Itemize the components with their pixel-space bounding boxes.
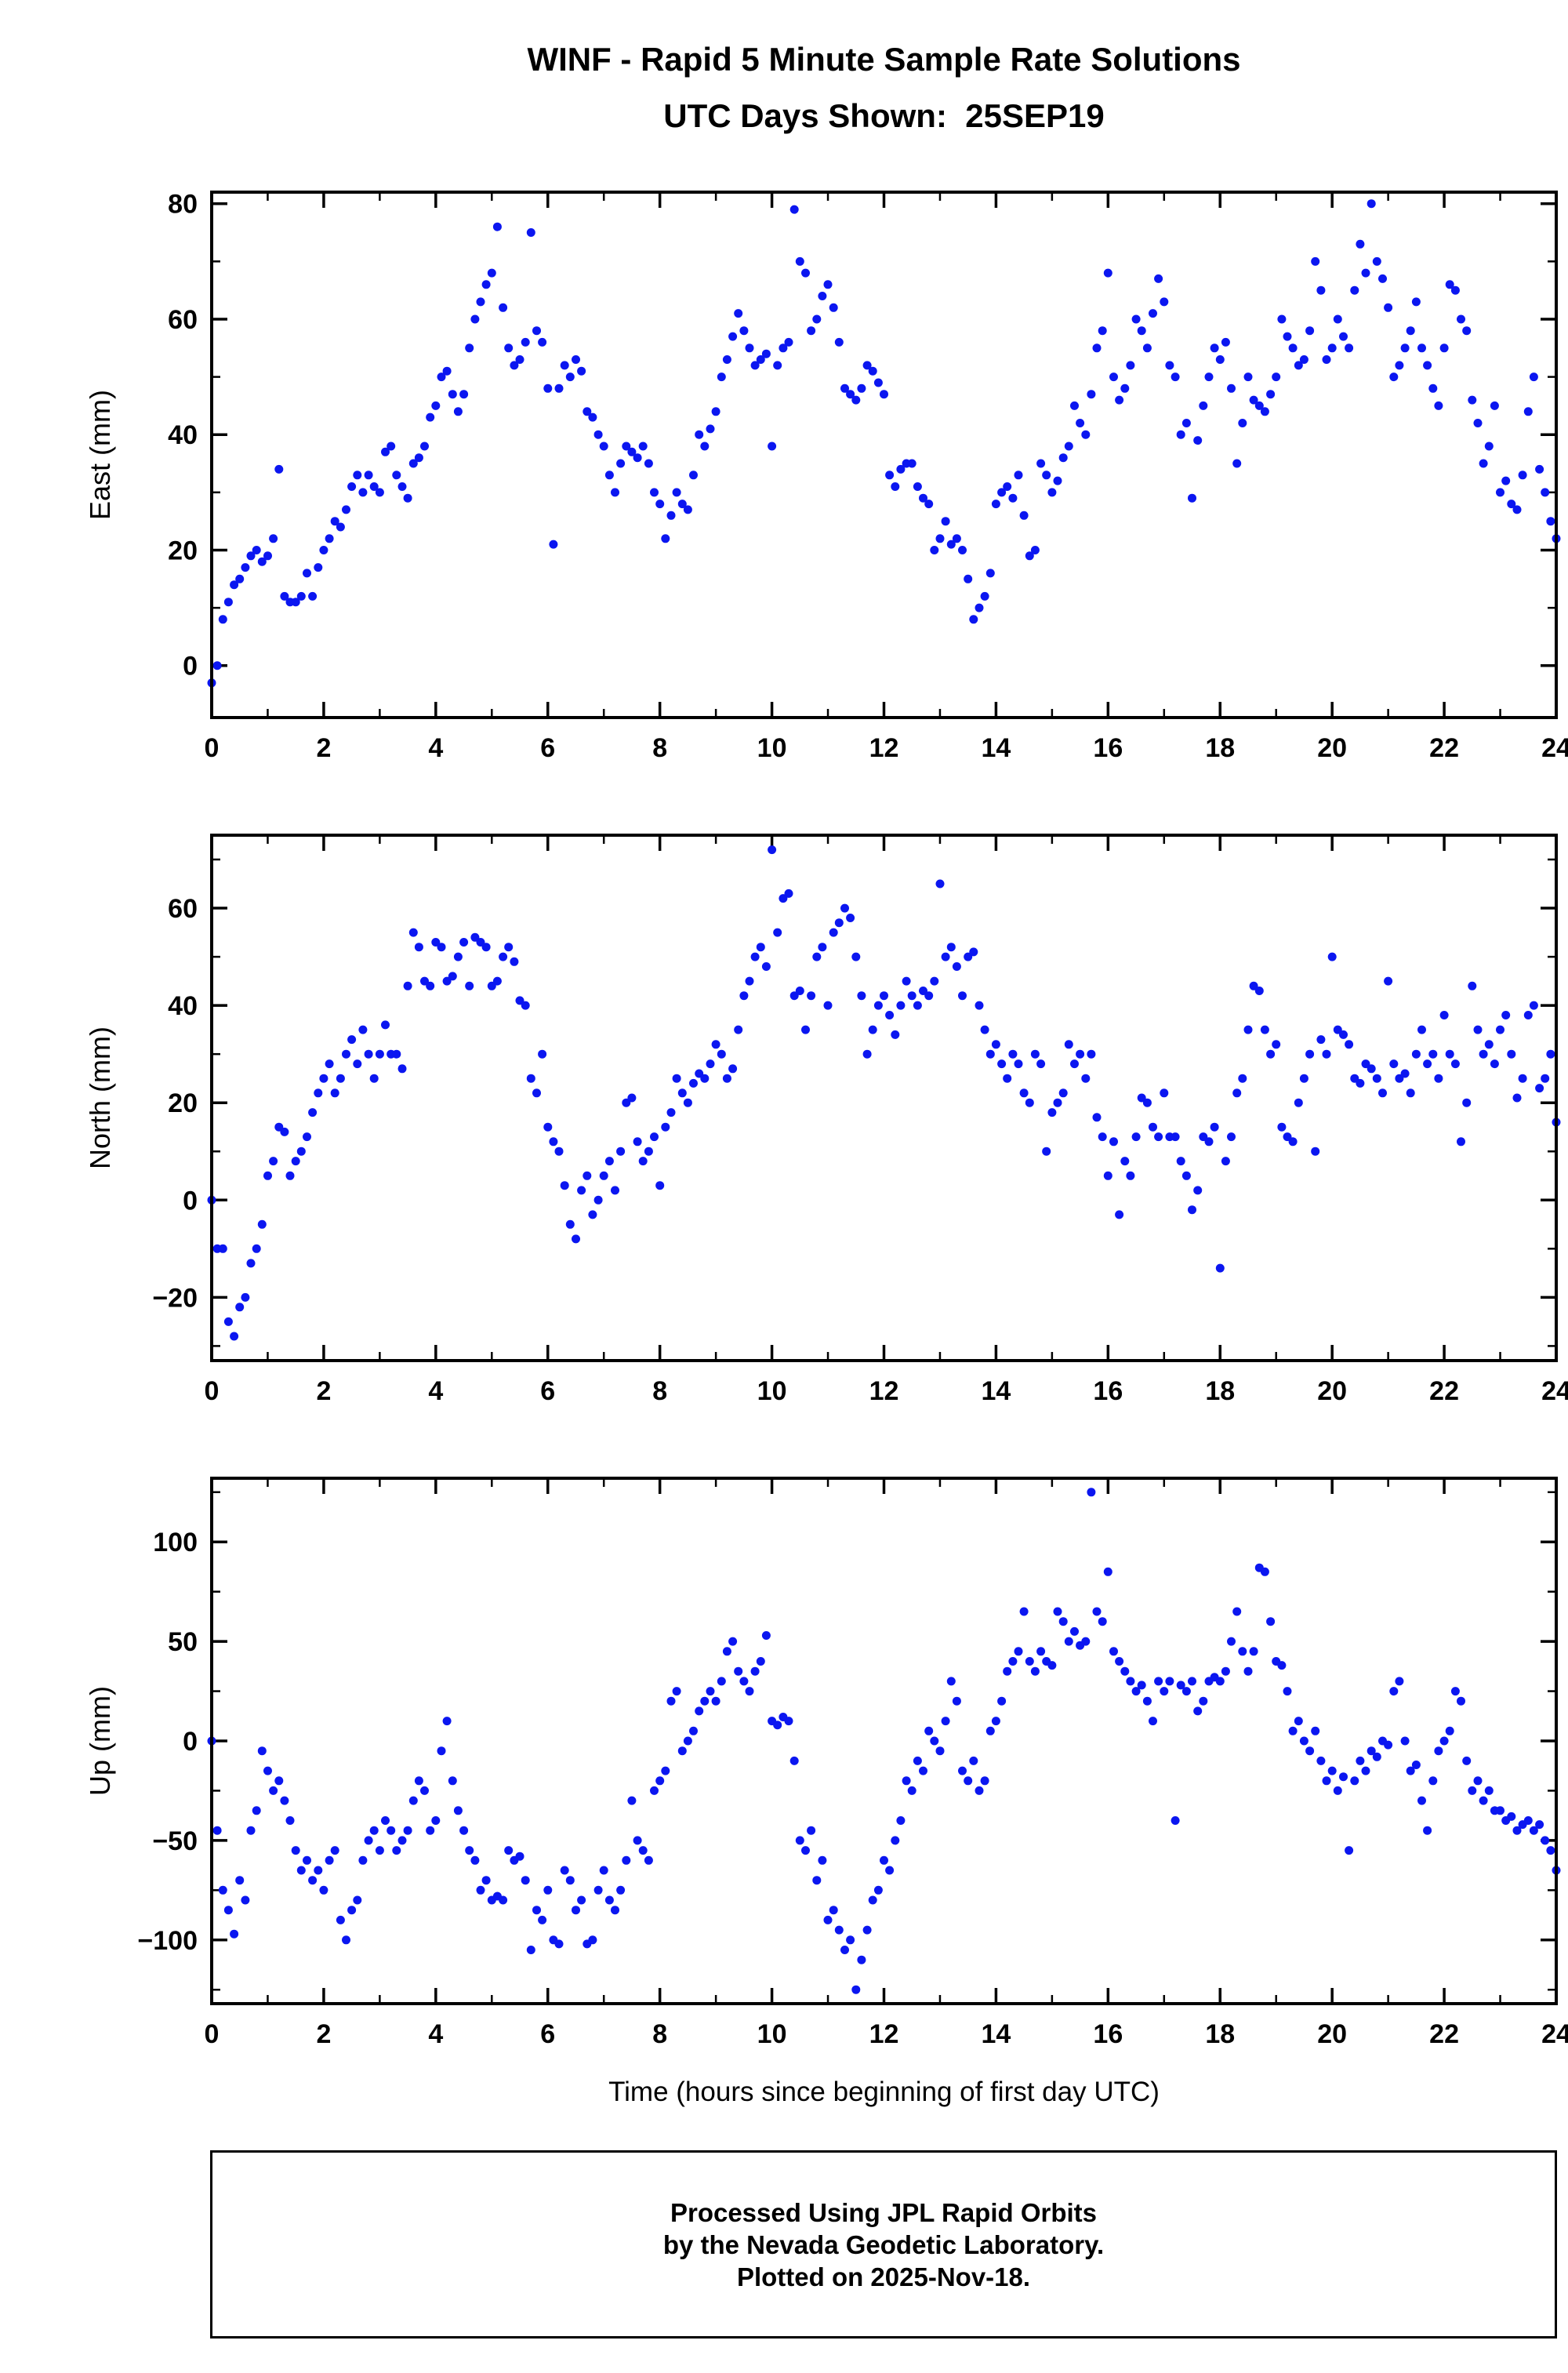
data-points <box>207 199 1561 688</box>
x-tick-label: 4 <box>428 2019 443 2049</box>
x-tick-label: 14 <box>982 1376 1011 1406</box>
y-tick-label: 20 <box>168 1088 198 1118</box>
x-tick-label: 2 <box>316 1376 331 1406</box>
x-tick-label: 20 <box>1317 1376 1347 1406</box>
x-axis-label: Time (hours since beginning of first day… <box>608 2077 1160 2107</box>
data-points <box>207 1488 1561 1994</box>
x-tick-label: 2 <box>316 2019 331 2049</box>
x-tick-label: 16 <box>1093 1376 1123 1406</box>
x-tick-label: 10 <box>757 733 787 763</box>
processing-note-line1: Processed Using JPL Rapid Orbits <box>670 2197 1098 2227</box>
x-tick-label: 6 <box>540 1376 555 1406</box>
y-tick-label: −100 <box>137 1926 198 1956</box>
y-tick-label: 50 <box>168 1627 198 1657</box>
y-tick-label: −50 <box>152 1826 198 1856</box>
x-tick-label: 22 <box>1429 1376 1459 1406</box>
x-tick-label: 0 <box>205 2019 220 2049</box>
x-tick-label: 24 <box>1541 733 1568 763</box>
x-tick-label: 10 <box>757 1376 787 1406</box>
x-tick-label: 8 <box>652 733 667 763</box>
x-tick-label: 4 <box>428 733 443 763</box>
y-tick-label: 60 <box>168 894 198 924</box>
y-tick-label: 40 <box>168 991 198 1021</box>
x-tick-label: 8 <box>652 1376 667 1406</box>
data-points <box>207 845 1561 1341</box>
x-tick-label: 12 <box>869 1376 899 1406</box>
y-tick-label: 40 <box>168 420 198 450</box>
y-tick-label: 80 <box>168 190 198 220</box>
y-tick-label: 20 <box>168 536 198 565</box>
y-tick-label: 100 <box>153 1528 198 1557</box>
x-tick-label: 20 <box>1317 733 1347 763</box>
x-tick-label: 24 <box>1541 2019 1568 2049</box>
x-tick-label: 2 <box>316 733 331 763</box>
x-tick-label: 10 <box>757 2019 787 2049</box>
x-tick-label: 16 <box>1093 733 1123 763</box>
y-tick-label: 0 <box>183 652 198 681</box>
x-tick-label: 6 <box>540 2019 555 2049</box>
x-tick-label: 0 <box>205 733 220 763</box>
x-tick-label: 14 <box>982 733 1011 763</box>
chart-subtitle: UTC Days Shown: 25SEP19 <box>663 97 1105 134</box>
y-tick-label: 60 <box>168 305 198 335</box>
x-tick-label: 4 <box>428 1376 443 1406</box>
y-axis-label: North (mm) <box>84 1027 116 1169</box>
x-tick-label: 8 <box>652 2019 667 2049</box>
x-tick-label: 12 <box>869 2019 899 2049</box>
x-tick-label: 22 <box>1429 733 1459 763</box>
x-tick-label: 24 <box>1541 1376 1568 1406</box>
plot-frame <box>210 1477 1558 2005</box>
y-tick-label: 0 <box>183 1727 198 1757</box>
x-tick-label: 18 <box>1205 2019 1235 2049</box>
x-tick-label: 14 <box>982 2019 1011 2049</box>
processing-note-line3: Plotted on 2025-Nov-18. <box>736 2262 1031 2291</box>
x-tick-label: 16 <box>1093 2019 1123 2049</box>
plot-frame <box>210 834 1558 1362</box>
y-axis-label: East (mm) <box>84 390 116 520</box>
x-tick-label: 18 <box>1205 1376 1235 1406</box>
y-axis-label: Up (mm) <box>84 1686 116 1796</box>
x-tick-label: 0 <box>205 1376 220 1406</box>
plot-frame <box>210 191 1558 719</box>
processing-note-box: Processed Using JPL Rapid Orbits by the … <box>210 2150 1557 2338</box>
x-tick-label: 18 <box>1205 733 1235 763</box>
y-tick-label: 0 <box>183 1186 198 1216</box>
x-tick-label: 22 <box>1429 2019 1459 2049</box>
x-tick-label: 6 <box>540 733 555 763</box>
x-tick-label: 20 <box>1317 2019 1347 2049</box>
y-tick-label: −20 <box>152 1283 198 1313</box>
chart-title: WINF - Rapid 5 Minute Sample Rate Soluti… <box>527 41 1241 78</box>
x-tick-label: 12 <box>869 733 899 763</box>
processing-note-line2: by the Nevada Geodetic Laboratory. <box>662 2229 1105 2259</box>
